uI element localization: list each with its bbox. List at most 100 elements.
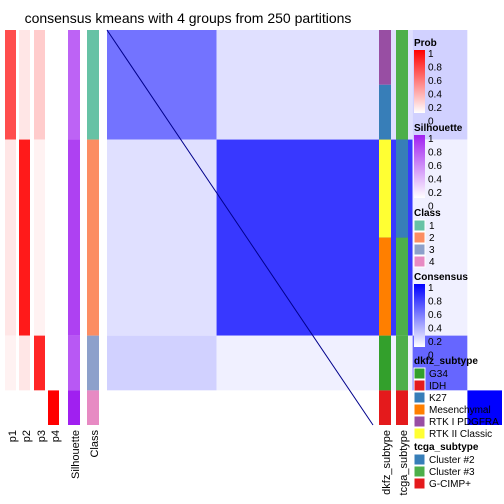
prob-cell-p2-class-3 bbox=[19, 335, 30, 391]
dkfz_subtype-legend-swatch bbox=[413, 367, 426, 380]
prob-cell-p1-class-4 bbox=[5, 390, 16, 425]
prob-legend-gradient bbox=[414, 50, 425, 113]
silhouette-legend-tick: 0.4 bbox=[428, 175, 442, 186]
silhouette-cell-class-2 bbox=[68, 139, 80, 336]
dkfz_subtype-legend-swatch bbox=[413, 415, 426, 428]
consensus-block-3-4 bbox=[467, 335, 502, 391]
consensus-diagonal bbox=[106, 29, 374, 426]
prob-legend-tick: 1 bbox=[428, 49, 434, 60]
consensus-block-3-1 bbox=[107, 335, 217, 391]
tcga_subtype-legend-label: Cluster #2 bbox=[429, 455, 475, 466]
consensus-block-1-1 bbox=[107, 30, 217, 140]
tcga_subtype-legend-title: tcga_subtype bbox=[414, 442, 479, 453]
dkfz_subtype-legend-label: Mesenchymal bbox=[429, 405, 491, 416]
column-label: tcga_subtype bbox=[398, 430, 410, 495]
prob-cell-p4-class-3 bbox=[48, 335, 59, 391]
consensus-legend-tick: 0.8 bbox=[428, 297, 442, 308]
tcga-cell-class-2-1 bbox=[396, 237, 408, 336]
column-label: Silhouette bbox=[70, 430, 82, 479]
prob-legend-tick: 0.2 bbox=[428, 103, 442, 114]
tcga-cell-class-1-0 bbox=[396, 30, 408, 140]
dkfz_subtype-legend-label: K27 bbox=[429, 393, 447, 404]
prob-cell-p3-class-2 bbox=[34, 139, 45, 336]
class-legend-label: 3 bbox=[429, 245, 435, 256]
class-legend-title: Class bbox=[414, 208, 441, 219]
column-label: p4 bbox=[50, 430, 62, 442]
consensus-legend-tick: 0.6 bbox=[428, 310, 442, 321]
prob-legend-tick: 0.8 bbox=[428, 63, 442, 74]
silhouette-legend-title: Silhouette bbox=[414, 123, 463, 134]
annotation-columns bbox=[5, 30, 99, 425]
consensus-block-4-1 bbox=[107, 390, 217, 425]
dkfz_subtype-legend-label: G34 bbox=[429, 369, 448, 380]
silhouette-legend-tick: 0.2 bbox=[428, 188, 442, 199]
tcga-cell-class-3-0 bbox=[396, 335, 408, 391]
prob-cell-p1-class-3 bbox=[5, 335, 16, 391]
dkfz_subtype-legend-title: dkfz_subtype bbox=[414, 356, 478, 367]
class-legend-swatch bbox=[413, 243, 426, 256]
dkfz_subtype-legend-swatch bbox=[413, 403, 426, 416]
prob-cell-p4-class-4 bbox=[48, 390, 59, 425]
tcga_subtype-legend-label: G-CIMP+ bbox=[429, 479, 471, 490]
class-legend-swatch bbox=[413, 219, 426, 232]
silhouette-cell-class-1 bbox=[68, 30, 80, 140]
consensus-block-1-4 bbox=[467, 30, 502, 140]
silhouette-cell-class-4 bbox=[68, 390, 80, 425]
class-legend-swatch bbox=[413, 231, 426, 244]
prob-legend-tick: 0 bbox=[428, 117, 434, 128]
column-label: p3 bbox=[36, 430, 48, 442]
tcga-cell-class-4-0 bbox=[396, 390, 408, 425]
silhouette-legend-tick: 0 bbox=[428, 202, 434, 213]
right-annotations bbox=[379, 30, 408, 425]
prob-cell-p3-class-3 bbox=[34, 335, 45, 391]
prob-cell-p1-class-1 bbox=[5, 30, 16, 140]
dkfz_subtype-legend-label: IDH bbox=[429, 381, 446, 392]
consensus-block-2-4 bbox=[467, 139, 502, 336]
column-label: p2 bbox=[21, 430, 33, 442]
consensus-legend-title: Consensus bbox=[414, 272, 468, 283]
prob-cell-p1-class-2 bbox=[5, 139, 16, 336]
prob-cell-p2-class-1 bbox=[19, 30, 30, 140]
dkfz-cell-class-4-0 bbox=[379, 390, 391, 425]
dkfz_subtype-legend-swatch bbox=[413, 379, 426, 392]
class-legend-label: 1 bbox=[429, 221, 435, 232]
consensus-legend-gradient bbox=[414, 284, 425, 347]
prob-cell-p3-class-4 bbox=[34, 390, 45, 425]
dkfz_subtype-legend-swatch bbox=[413, 427, 426, 440]
tcga_subtype-legend-label: Cluster #3 bbox=[429, 467, 475, 478]
silhouette-legend-gradient bbox=[414, 135, 425, 198]
chart-title: consensus kmeans with 4 groups from 250 … bbox=[25, 10, 352, 26]
class-cell-4 bbox=[87, 390, 99, 425]
column-label: dkfz_subtype bbox=[381, 430, 393, 495]
dkfz-cell-class-2-0 bbox=[379, 139, 391, 238]
prob-legend-title: Prob bbox=[414, 38, 437, 49]
silhouette-legend-tick: 1 bbox=[428, 134, 434, 145]
silhouette-legend-tick: 0.8 bbox=[428, 148, 442, 159]
tcga_subtype-legend-swatch bbox=[413, 453, 426, 466]
column-label: Class bbox=[89, 430, 101, 458]
column-labels: p1 p2 p3 p4 Silhouette Class dkfz_subtype tcga_… bbox=[7, 430, 410, 496]
consensus-legend-tick: 0.2 bbox=[428, 337, 442, 348]
class-cell-1 bbox=[87, 30, 99, 140]
prob-legend-tick: 0.6 bbox=[428, 76, 442, 87]
dkfz_subtype-legend-label: RTK II Classic bbox=[429, 429, 492, 440]
prob-cell-p4-class-2 bbox=[48, 139, 59, 336]
dkfz_subtype-legend-label: RTK I PDGFRA bbox=[429, 417, 499, 428]
silhouette-legend-tick: 0.6 bbox=[428, 161, 442, 172]
consensus-legend-tick: 0 bbox=[428, 351, 434, 362]
tcga_subtype-legend-swatch bbox=[413, 465, 426, 478]
consensus-legend-tick: 0.4 bbox=[428, 324, 442, 335]
prob-legend-tick: 0.4 bbox=[428, 90, 442, 101]
silhouette-cell-class-3 bbox=[68, 335, 80, 391]
consensus-legend-tick: 1 bbox=[428, 283, 434, 294]
dkfz_subtype-legend-swatch bbox=[413, 391, 426, 404]
dkfz-cell-class-1-0 bbox=[379, 30, 391, 85]
class-cell-3 bbox=[87, 335, 99, 391]
tcga-cell-class-2-0 bbox=[396, 139, 408, 238]
class-legend-label: 2 bbox=[429, 233, 435, 244]
legends: Prob10.80.60.40.20Silhouette10.80.60.40.… bbox=[413, 38, 499, 490]
prob-cell-p3-class-1 bbox=[34, 30, 45, 140]
column-label: p1 bbox=[7, 430, 19, 442]
consensus-block-2-1 bbox=[107, 139, 217, 336]
